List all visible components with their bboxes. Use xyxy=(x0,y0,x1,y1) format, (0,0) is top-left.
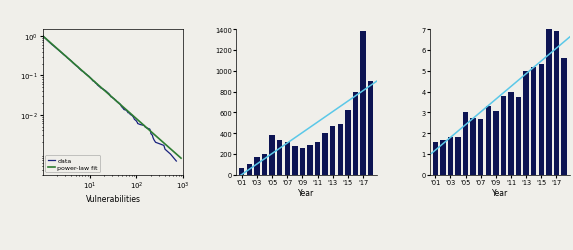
Bar xyxy=(546,30,552,175)
Bar xyxy=(463,113,468,175)
Line: data: data xyxy=(43,37,176,162)
power-law fit xyxy=(156,138,163,141)
Bar xyxy=(269,136,275,175)
Bar xyxy=(337,124,343,175)
Bar xyxy=(285,143,290,175)
Bar xyxy=(353,92,358,175)
power-law fit xyxy=(40,36,46,38)
Bar xyxy=(493,112,499,175)
data xyxy=(49,44,56,47)
data xyxy=(44,39,50,42)
power-law fit xyxy=(178,157,185,160)
Bar xyxy=(455,138,461,175)
power-law fit xyxy=(40,36,47,39)
data xyxy=(54,49,61,52)
Bar xyxy=(539,65,544,175)
Bar xyxy=(292,146,297,175)
Bar xyxy=(368,82,374,175)
Bar xyxy=(315,143,320,175)
Bar xyxy=(554,32,559,175)
Bar xyxy=(300,148,305,175)
Bar xyxy=(562,59,567,175)
Legend: data, power-law fit: data, power-law fit xyxy=(45,156,100,172)
Line: power-law fit: power-law fit xyxy=(43,37,181,158)
Bar xyxy=(323,134,328,175)
X-axis label: Vulnerabilities: Vulnerabilities xyxy=(85,194,140,203)
power-law fit xyxy=(121,108,128,111)
Bar xyxy=(254,158,260,175)
power-law fit xyxy=(124,110,131,113)
Bar xyxy=(516,97,521,175)
X-axis label: Year: Year xyxy=(492,188,508,197)
Bar xyxy=(531,67,536,175)
data xyxy=(41,37,48,40)
Bar xyxy=(360,32,366,175)
Bar xyxy=(524,72,529,175)
Bar xyxy=(478,119,484,175)
data xyxy=(44,40,50,42)
data xyxy=(173,160,180,163)
data xyxy=(40,36,46,38)
X-axis label: Year: Year xyxy=(299,188,315,197)
Bar xyxy=(433,143,438,175)
power-law fit xyxy=(164,146,171,148)
data xyxy=(41,37,48,40)
Bar xyxy=(262,154,267,175)
Bar xyxy=(485,107,491,175)
Bar xyxy=(501,96,506,175)
Bar xyxy=(330,126,335,175)
power-law fit xyxy=(121,108,128,110)
Bar xyxy=(508,92,514,175)
Bar xyxy=(239,169,245,175)
Bar xyxy=(470,118,476,175)
Bar xyxy=(246,165,252,175)
Bar xyxy=(345,111,351,175)
Bar xyxy=(448,138,453,175)
Bar xyxy=(277,141,282,175)
Bar xyxy=(440,141,446,175)
Bar xyxy=(307,145,313,175)
